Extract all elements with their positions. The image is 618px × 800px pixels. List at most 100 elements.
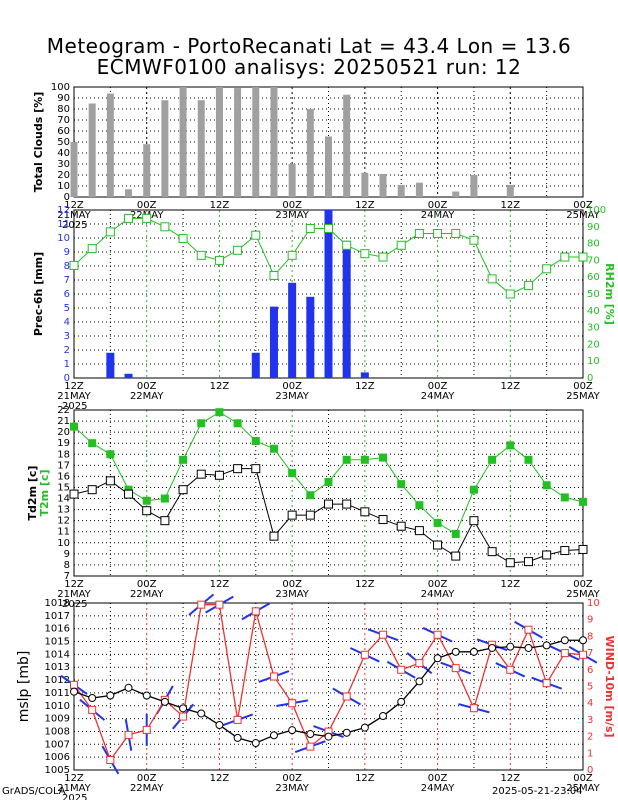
rh-marker (178, 234, 188, 244)
y-tick-label-left: 7 (64, 275, 70, 286)
t2m-marker (269, 444, 278, 453)
x-tick-label: 00Z (137, 200, 157, 211)
x-tick-label: 12Z (355, 579, 375, 590)
td2m-marker (542, 550, 552, 560)
td2m-marker (69, 489, 79, 499)
y-tick-label-left: 1018 (45, 598, 70, 609)
x-tick-label: 00Z (137, 381, 157, 392)
chart-title-line2: ECMWF0100 analisys: 20250521 run: 12 (96, 55, 522, 79)
mslp-marker (233, 733, 242, 742)
x-tick-label: 00Z (282, 579, 302, 590)
x-tick-label: 12Z (210, 773, 230, 784)
x-tick-label: 00Z (428, 773, 448, 784)
year-label: 2025 (62, 793, 87, 800)
wind-marker (88, 705, 97, 714)
t2m-marker (306, 491, 315, 500)
rh-marker (160, 222, 170, 232)
precip-bar (124, 373, 133, 378)
chart-title-line1: Meteogram - PortoRecanati Lat = 43.4 Lon… (46, 34, 572, 58)
t2m-marker (106, 450, 115, 459)
rh-marker (287, 250, 297, 260)
y-tick-label-left: 1012 (45, 675, 70, 686)
mslp-marker (433, 654, 442, 663)
rh-marker (578, 252, 588, 262)
td2m-marker (233, 464, 243, 474)
y-tick-label-left: 9 (64, 247, 70, 258)
t2m-marker (379, 453, 388, 462)
td2m-marker (305, 510, 315, 520)
t2m-marker (179, 455, 188, 464)
mslp-marker (415, 677, 424, 686)
x-tick-label: 12Z (500, 579, 520, 590)
td2m-marker (560, 546, 570, 556)
td2m-marker (396, 521, 406, 531)
td2m-marker (214, 470, 224, 480)
cloud-bar (106, 93, 114, 197)
y-tick-label-right: 5 (587, 682, 593, 693)
cloud-bar (197, 100, 205, 197)
y-tick-label-right: 1 (587, 748, 593, 759)
x-tick-label: 12Z (355, 200, 375, 211)
rh-marker (124, 213, 134, 223)
y-tick-label: 50 (57, 137, 70, 148)
y-tick-label: 12 (57, 516, 70, 527)
td2m-marker (578, 544, 588, 554)
td2m-marker (87, 485, 97, 495)
y-tick-label: 30 (57, 159, 70, 170)
wind-marker (124, 730, 133, 739)
x-tick-label: 00Z (137, 773, 157, 784)
y-tick-label-right: 2 (587, 732, 593, 743)
precip-bar (269, 306, 278, 378)
y-tick-label: 11 (57, 527, 70, 538)
y-tick-label: 13 (57, 505, 70, 516)
rh-marker (542, 264, 552, 274)
x-tick-label: 12Z (64, 773, 84, 784)
td2m-marker (269, 531, 279, 541)
td2m-marker (433, 540, 443, 550)
x-tick-sublabel: 23MAY (275, 391, 309, 402)
cloud-bar (161, 100, 169, 197)
rh-marker (451, 229, 461, 239)
t2m-marker (433, 518, 442, 527)
y-tick-label-left: 1006 (45, 752, 70, 763)
wind-marker (306, 742, 315, 751)
y-axis-label-left: mslp [mb] (16, 651, 32, 723)
td2m-marker (378, 515, 388, 525)
t2m-marker (324, 477, 333, 486)
y-tick-label-left: 0 (64, 373, 70, 384)
x-tick-label: 00Z (282, 381, 302, 392)
x-tick-label: 12Z (210, 579, 230, 590)
cloud-bar (270, 87, 278, 197)
t2m-marker (215, 408, 224, 417)
x-tick-label: 12Z (500, 773, 520, 784)
rh-marker (69, 260, 79, 270)
y-tick-label-right: 7 (587, 648, 593, 659)
wind-marker (269, 672, 278, 681)
mslp-marker (397, 697, 406, 706)
t2m-marker (251, 436, 260, 445)
x-tick-label: 12Z (210, 381, 230, 392)
precip-bar (342, 240, 351, 378)
wind-marker (524, 625, 533, 634)
wind-marker (215, 600, 224, 609)
wind-marker (560, 649, 569, 658)
x-tick-label: 00Z (573, 381, 593, 392)
y-tick-label-left: 1005 (45, 765, 70, 776)
x-tick-sublabel: 24MAY (421, 589, 455, 600)
y-tick-label-right: 10 (587, 598, 600, 609)
x-tick-label: 00Z (282, 200, 302, 211)
y-axis-label-left: Prec-6h [mm] (32, 252, 45, 336)
y-tick-label: 18 (57, 449, 70, 460)
y-tick-label: 20 (57, 427, 70, 438)
t2m-marker (506, 441, 515, 450)
y-tick-label-left: 10 (57, 233, 70, 244)
t2m-marker (70, 422, 78, 431)
y-tick-label-left: 2 (64, 345, 70, 356)
year-label: 2025 (62, 401, 87, 412)
mslp-marker (379, 712, 388, 721)
y-tick-label-right: 80 (587, 239, 600, 250)
cloud-bar (343, 94, 351, 197)
y-tick-label: 15 (57, 482, 70, 493)
td2m-marker (142, 506, 152, 516)
t2m-marker (524, 455, 533, 464)
